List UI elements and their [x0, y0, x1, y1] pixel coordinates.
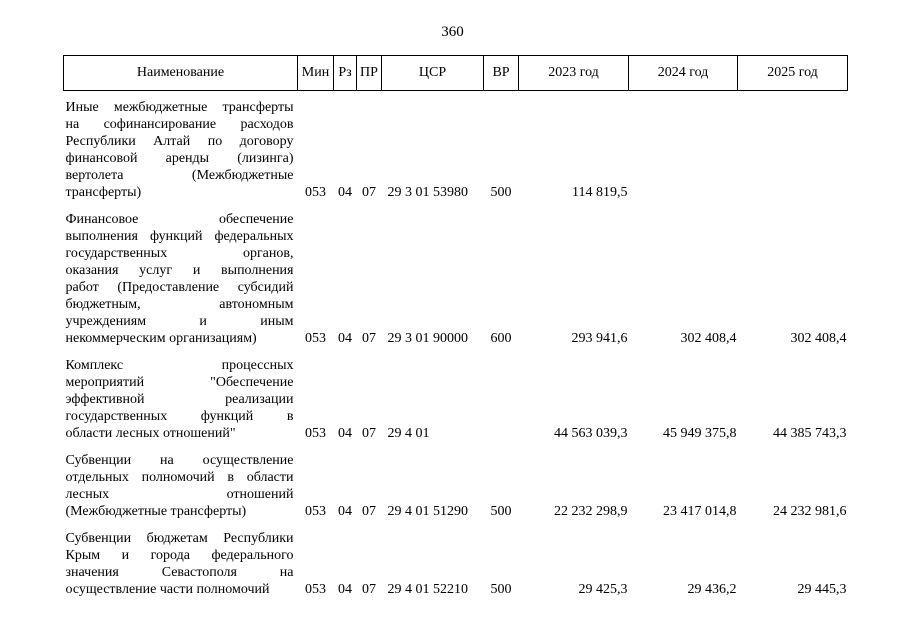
- name-cell: Комплекс процессных мероприятий "Обеспече…: [64, 347, 298, 442]
- table-row: Иные межбюджетные трансферты на софинанси…: [64, 91, 848, 202]
- value-cell: 29 3 01 53980: [387, 185, 469, 200]
- value-cell: 24 232 981,6: [773, 504, 847, 519]
- name-line: отдельных полномочий в области: [65, 470, 294, 485]
- name-line: Республики Алтай по договору: [65, 134, 294, 149]
- value-cell: 29 425,3: [578, 582, 628, 597]
- name-line: значения Севастополя на: [65, 565, 294, 580]
- name-line: Крым и города федерального: [65, 548, 294, 563]
- name-line: Субвенции на осуществление: [65, 453, 294, 468]
- value-cell: 500: [490, 185, 512, 200]
- value-cell: 29 445,3: [797, 582, 847, 597]
- name-line: государственных органов,: [65, 246, 294, 261]
- table-row: Субвенции на осуществление отдельных полн…: [64, 442, 848, 520]
- name-line: области лесных отношений": [65, 426, 236, 441]
- header-cell: Наименование: [63, 55, 298, 91]
- value-cell: 500: [490, 504, 512, 519]
- name-cell: Субвенции на осуществление отдельных полн…: [64, 442, 298, 520]
- header-cell: 2023 год: [518, 55, 629, 91]
- value-cell: 29 4 01: [387, 426, 430, 441]
- value-cell: 500: [490, 582, 512, 597]
- value-cell: 23 417 014,8: [663, 504, 737, 519]
- header-cell: 2025 год: [737, 55, 848, 91]
- name-line: бюджетным, автономным: [65, 297, 294, 312]
- value-cell: 07: [362, 426, 376, 441]
- value-cell: [484, 347, 519, 442]
- value-cell: 053: [305, 331, 326, 346]
- value-cell: 22 232 298,9: [554, 504, 628, 519]
- name-line: оказания услуг и выполнения: [65, 263, 294, 278]
- value-cell: 29 4 01 51290: [387, 504, 469, 519]
- value-cell: 07: [362, 331, 376, 346]
- name-line: трансферты): [65, 185, 142, 200]
- name-line: некоммерческим организациям): [65, 331, 257, 346]
- name-line: работ (Предоставление субсидий: [65, 280, 294, 295]
- name-line: мероприятий "Обеспечение: [65, 375, 294, 390]
- value-cell: 053: [305, 426, 326, 441]
- name-line: финансовой аренды (лизинга): [65, 151, 294, 166]
- name-line: лесных отношений: [65, 487, 294, 502]
- value-cell: 302 408,4: [790, 331, 847, 346]
- name-line: Финансовое обеспечение: [65, 212, 294, 227]
- value-cell: 04: [338, 504, 352, 519]
- table-row: Субвенции бюджетам Республики Крым и горо…: [64, 520, 848, 598]
- name-line: учреждениям и иным: [65, 314, 294, 329]
- name-line: выполнения функций федеральных: [65, 229, 294, 244]
- name-cell: Финансовое обеспечение выполнения функций…: [64, 201, 298, 347]
- header-cell: Мин: [297, 55, 334, 91]
- table-body: Иные межбюджетные трансферты на софинанси…: [64, 91, 848, 599]
- header-cell: ВР: [483, 55, 519, 91]
- value-cell: 29 436,2: [687, 582, 737, 597]
- value-cell: [738, 91, 848, 202]
- value-cell: 45 949 375,8: [663, 426, 737, 441]
- value-cell: 44 563 039,3: [554, 426, 628, 441]
- header-cell: 2024 год: [628, 55, 738, 91]
- header-cell: ПР: [356, 55, 382, 91]
- value-cell: 114 819,5: [572, 185, 628, 200]
- name-cell: Иные межбюджетные трансферты на софинанси…: [64, 91, 298, 202]
- value-cell: 04: [338, 331, 352, 346]
- value-cell: 053: [305, 185, 326, 200]
- value-cell: 07: [362, 504, 376, 519]
- value-cell: 07: [362, 185, 376, 200]
- page-number: 360: [441, 24, 464, 40]
- value-cell: 302 408,4: [680, 331, 737, 346]
- header-cell: Рз: [333, 55, 357, 91]
- name-line: Комплекс процессных: [65, 358, 294, 373]
- name-line: эффективной реализации: [65, 392, 294, 407]
- value-cell: 07: [362, 582, 376, 597]
- name-line: вертолета (Межбюджетные: [65, 168, 294, 183]
- table-row: Финансовое обеспечение выполнения функций…: [64, 201, 848, 347]
- value-cell: [629, 91, 738, 202]
- header-cell: ЦСР: [381, 55, 484, 91]
- value-cell: 293 941,6: [571, 331, 628, 346]
- name-line: (Межбюджетные трансферты): [65, 504, 247, 519]
- value-cell: 44 385 743,3: [773, 426, 847, 441]
- table-row: Комплекс процессных мероприятий "Обеспече…: [64, 347, 848, 442]
- value-cell: 29 3 01 90000: [387, 331, 469, 346]
- header-row: Наименование Мин Рз ПР ЦСР ВР 2023 год 2024 год…: [63, 55, 848, 91]
- name-line: на софинансирование расходов: [65, 117, 294, 132]
- name-line: Субвенции бюджетам Республики: [65, 531, 294, 546]
- name-cell: Субвенции бюджетам Республики Крым и горо…: [64, 520, 298, 598]
- value-cell: 29 4 01 52210: [387, 582, 469, 597]
- name-line: Иные межбюджетные трансферты: [65, 100, 294, 115]
- budget-table: Наименование Мин Рз ПР ЦСР ВР 2023 год 2024 год…: [63, 55, 848, 598]
- value-cell: 053: [305, 504, 326, 519]
- value-cell: 04: [338, 426, 352, 441]
- value-cell: 600: [490, 331, 512, 346]
- value-cell: 04: [338, 582, 352, 597]
- name-line: государственных функций в: [65, 409, 294, 424]
- value-cell: 04: [338, 185, 352, 200]
- value-cell: 053: [305, 582, 326, 597]
- name-line: осуществление части полномочий: [65, 582, 270, 597]
